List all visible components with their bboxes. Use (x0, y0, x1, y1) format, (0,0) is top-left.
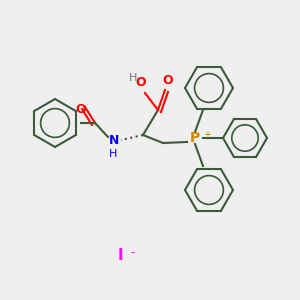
Text: O: O (136, 76, 146, 89)
Text: O: O (76, 103, 86, 116)
Text: N: N (109, 134, 119, 146)
Text: P: P (190, 131, 200, 145)
Text: I: I (117, 248, 123, 262)
Text: -: - (130, 247, 134, 260)
Text: O: O (163, 74, 173, 87)
Text: +: + (203, 130, 211, 140)
Text: H: H (109, 149, 117, 159)
Text: H: H (129, 73, 137, 83)
